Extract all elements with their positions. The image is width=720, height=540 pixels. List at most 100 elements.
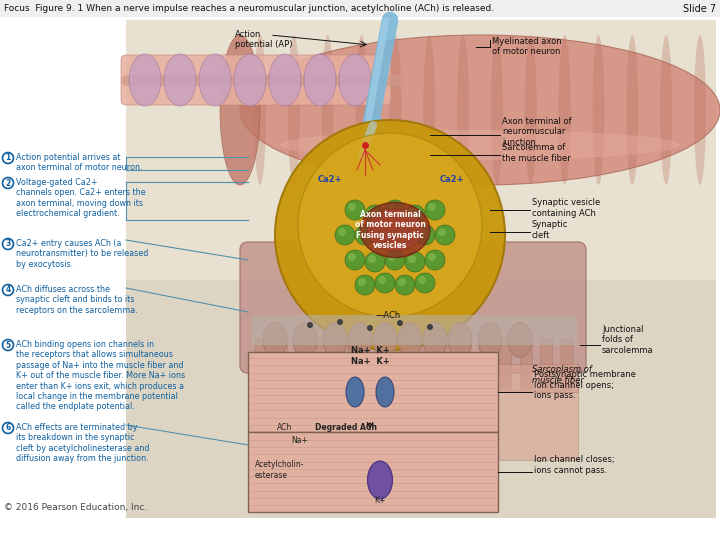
Ellipse shape — [129, 54, 161, 106]
FancyBboxPatch shape — [255, 339, 267, 389]
Ellipse shape — [263, 322, 287, 357]
Text: Myelinated axon
of motor neuron: Myelinated axon of motor neuron — [492, 37, 562, 56]
Ellipse shape — [660, 35, 672, 185]
Ellipse shape — [390, 35, 401, 185]
Bar — [248, 432, 498, 512]
Text: 6: 6 — [5, 423, 11, 433]
Ellipse shape — [348, 322, 372, 357]
Text: Ion channel closes;
ions cannot pass.: Ion channel closes; ions cannot pass. — [534, 455, 615, 475]
Text: 1: 1 — [5, 153, 11, 163]
Bar — [126, 20, 716, 280]
FancyBboxPatch shape — [337, 339, 348, 389]
Text: Axon terminal of
neuromuscular
junction: Axon terminal of neuromuscular junction — [502, 117, 572, 147]
Ellipse shape — [367, 461, 392, 499]
Ellipse shape — [358, 228, 366, 236]
Ellipse shape — [438, 228, 446, 236]
Ellipse shape — [199, 54, 231, 106]
Text: Focus  Figure 9. 1 When a nerve impulse reaches a neuromuscular junction, acetyl: Focus Figure 9. 1 When a nerve impulse r… — [4, 4, 494, 13]
Text: Acetylcholin-
esterase: Acetylcholin- esterase — [255, 460, 305, 480]
Text: Degraded ACh: Degraded ACh — [315, 423, 377, 432]
Ellipse shape — [322, 35, 333, 185]
Ellipse shape — [435, 225, 455, 245]
Ellipse shape — [373, 322, 397, 357]
Text: Sarcolemma of
the muscle fiber: Sarcolemma of the muscle fiber — [502, 143, 571, 163]
Ellipse shape — [293, 322, 317, 357]
Ellipse shape — [269, 54, 301, 106]
Ellipse shape — [298, 133, 482, 317]
FancyBboxPatch shape — [357, 339, 369, 389]
Text: K+: K+ — [374, 496, 386, 505]
Ellipse shape — [405, 252, 425, 272]
Text: Axon terminal
of motor neuron
Fusing synaptic
vesicles: Axon terminal of motor neuron Fusing syn… — [354, 210, 426, 250]
Text: Synaptic vesicle
containing ACh: Synaptic vesicle containing ACh — [532, 198, 600, 218]
Ellipse shape — [418, 228, 426, 236]
FancyBboxPatch shape — [438, 339, 451, 389]
FancyBboxPatch shape — [459, 339, 471, 389]
Text: 4: 4 — [5, 286, 11, 294]
Ellipse shape — [425, 250, 445, 270]
FancyBboxPatch shape — [541, 339, 552, 389]
FancyBboxPatch shape — [418, 339, 431, 389]
Ellipse shape — [626, 35, 639, 185]
Text: Junctional
folds of
sarcolemma: Junctional folds of sarcolemma — [602, 325, 654, 355]
Ellipse shape — [418, 276, 426, 284]
FancyBboxPatch shape — [480, 339, 491, 389]
Ellipse shape — [405, 205, 425, 225]
FancyBboxPatch shape — [248, 364, 578, 392]
Text: Slide 7: Slide 7 — [683, 3, 716, 14]
Ellipse shape — [448, 322, 472, 357]
Text: 5: 5 — [6, 341, 11, 349]
FancyBboxPatch shape — [316, 339, 328, 389]
Bar — [248, 352, 498, 432]
Text: Action potential arrives at
axon terminal of motor neuron.: Action potential arrives at axon termina… — [16, 153, 143, 172]
Ellipse shape — [335, 225, 355, 245]
Ellipse shape — [368, 208, 376, 216]
Ellipse shape — [375, 225, 395, 245]
FancyBboxPatch shape — [397, 339, 410, 389]
Ellipse shape — [395, 275, 415, 295]
Ellipse shape — [288, 35, 300, 185]
Ellipse shape — [337, 319, 343, 325]
Ellipse shape — [378, 276, 386, 284]
Text: Voltage-gated Ca2+
channels open. Ca2+ enters the
axon terminal, moving down its: Voltage-gated Ca2+ channels open. Ca2+ e… — [16, 178, 145, 218]
Ellipse shape — [234, 54, 266, 106]
FancyBboxPatch shape — [561, 339, 573, 389]
Ellipse shape — [388, 203, 396, 211]
Ellipse shape — [398, 322, 422, 357]
Ellipse shape — [307, 322, 313, 328]
Ellipse shape — [398, 228, 406, 236]
Text: 2: 2 — [5, 179, 11, 187]
Ellipse shape — [478, 322, 502, 357]
Text: —ACh: —ACh — [375, 310, 400, 320]
FancyBboxPatch shape — [121, 55, 391, 105]
FancyBboxPatch shape — [248, 390, 578, 460]
Text: Ca2+: Ca2+ — [318, 176, 342, 185]
Ellipse shape — [339, 54, 371, 106]
Text: Action
potential (AP): Action potential (AP) — [235, 30, 292, 49]
Ellipse shape — [360, 202, 430, 258]
Ellipse shape — [415, 273, 435, 293]
Text: Na+  K+: Na+ K+ — [351, 357, 390, 366]
Ellipse shape — [304, 54, 336, 106]
Ellipse shape — [397, 320, 403, 326]
Ellipse shape — [345, 200, 365, 220]
Ellipse shape — [367, 209, 423, 251]
Ellipse shape — [346, 377, 364, 407]
Text: Ca2+ entry causes ACh (a
neurotransmitter) to be released
by exocytosis.: Ca2+ entry causes ACh (a neurotransmitte… — [16, 239, 148, 269]
FancyBboxPatch shape — [500, 339, 512, 389]
Ellipse shape — [559, 35, 571, 185]
Ellipse shape — [593, 35, 605, 185]
Text: ACh binding opens ion channels in
the receptors that allows simultaneous
passage: ACh binding opens ion channels in the re… — [16, 340, 185, 411]
FancyBboxPatch shape — [275, 339, 287, 389]
Ellipse shape — [423, 35, 435, 185]
Text: Na+  K+: Na+ K+ — [351, 346, 390, 355]
Text: 3: 3 — [5, 240, 11, 248]
Text: ACh diffuses across the
synaptic cleft and binds to its
receptors on the sarcole: ACh diffuses across the synaptic cleft a… — [16, 285, 138, 315]
Ellipse shape — [323, 322, 347, 357]
Ellipse shape — [385, 200, 405, 220]
Ellipse shape — [355, 225, 375, 245]
Ellipse shape — [375, 273, 395, 293]
Ellipse shape — [427, 324, 433, 330]
Ellipse shape — [457, 35, 469, 185]
Text: Na+: Na+ — [292, 436, 308, 445]
